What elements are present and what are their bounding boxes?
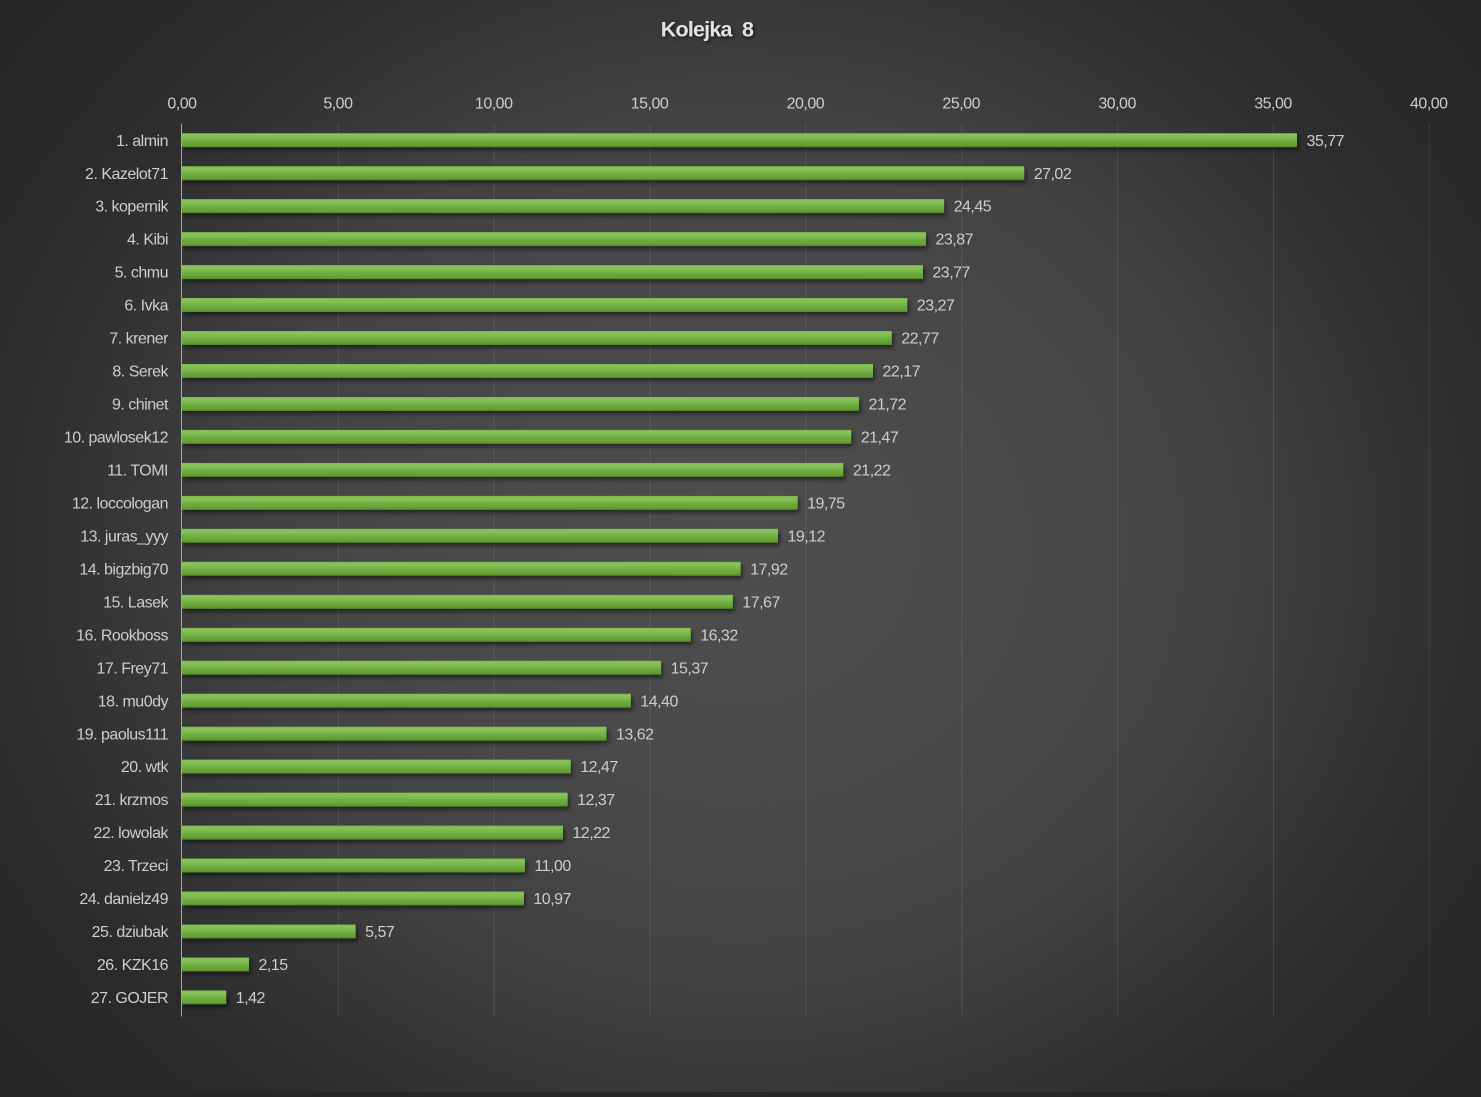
svg-text:40,00: 40,00: [1410, 96, 1448, 113]
svg-text:10,97: 10,97: [533, 891, 571, 908]
svg-text:12,22: 12,22: [572, 825, 610, 842]
svg-text:1,42: 1,42: [236, 990, 266, 1007]
svg-text:14,40: 14,40: [640, 693, 678, 710]
svg-text:20. wtk: 20. wtk: [121, 759, 170, 776]
svg-text:21,47: 21,47: [861, 430, 899, 447]
svg-text:27,02: 27,02: [1034, 166, 1072, 183]
svg-text:21,22: 21,22: [853, 463, 891, 480]
svg-text:10,00: 10,00: [475, 96, 513, 113]
svg-text:19,75: 19,75: [807, 496, 845, 513]
svg-text:22,17: 22,17: [883, 364, 921, 381]
svg-text:16. Rookboss: 16. Rookboss: [76, 627, 168, 644]
svg-text:30,00: 30,00: [1098, 96, 1136, 113]
svg-text:17. Frey71: 17. Frey71: [97, 660, 169, 677]
svg-text:15,00: 15,00: [631, 96, 669, 113]
svg-text:23. Trzeci: 23. Trzeci: [104, 858, 168, 875]
svg-text:13. juras_yyy: 13. juras_yyy: [80, 528, 168, 545]
svg-text:22. lowolak: 22. lowolak: [93, 825, 169, 842]
svg-text:15. Lasek: 15. Lasek: [103, 594, 169, 611]
svg-text:35,77: 35,77: [1307, 133, 1345, 150]
svg-text:23,77: 23,77: [932, 265, 970, 282]
svg-text:8. Serek: 8. Serek: [112, 364, 169, 381]
svg-text:14. bigzbig70: 14. bigzbig70: [79, 561, 168, 578]
svg-text:25. dziubak: 25. dziubak: [92, 924, 170, 941]
svg-text:17,92: 17,92: [750, 561, 788, 578]
svg-text:15,37: 15,37: [671, 660, 709, 677]
svg-text:12,47: 12,47: [580, 759, 618, 776]
svg-text:23,27: 23,27: [917, 298, 955, 315]
svg-text:5,57: 5,57: [365, 924, 395, 941]
svg-text:16,32: 16,32: [700, 627, 738, 644]
svg-text:7. krener: 7. krener: [109, 331, 169, 348]
svg-text:3. kopernik: 3. kopernik: [95, 199, 169, 216]
svg-text:21. krzmos: 21. krzmos: [95, 792, 169, 809]
svg-text:23,87: 23,87: [936, 232, 974, 249]
svg-text:27. GOJER: 27. GOJER: [91, 990, 168, 1007]
svg-text:12. loccologan: 12. loccologan: [72, 496, 168, 513]
svg-text:11,00: 11,00: [534, 858, 571, 875]
svg-text:21,72: 21,72: [869, 397, 907, 414]
svg-text:2. Kazelot71: 2. Kazelot71: [85, 166, 169, 183]
svg-text:24. danielz49: 24. danielz49: [79, 891, 168, 908]
svg-text:19. paolus111: 19. paolus111: [76, 726, 168, 743]
svg-text:9. chinet: 9. chinet: [112, 397, 169, 414]
svg-text:5,00: 5,00: [323, 96, 353, 113]
svg-text:18. mu0dy: 18. mu0dy: [98, 693, 169, 710]
svg-text:22,77: 22,77: [901, 331, 939, 348]
svg-text:19,12: 19,12: [788, 528, 826, 545]
svg-text:10. pawlosek12: 10. pawlosek12: [64, 430, 169, 447]
svg-text:11. TOMI: 11. TOMI: [107, 463, 168, 480]
svg-text:17,67: 17,67: [742, 594, 780, 611]
svg-text:Kolejka 8: Kolejka 8: [661, 18, 754, 42]
svg-text:35,00: 35,00: [1254, 96, 1292, 113]
svg-text:5. chmu: 5. chmu: [115, 265, 168, 282]
svg-text:25,00: 25,00: [942, 96, 980, 113]
svg-text:4. Kibi: 4. Kibi: [127, 232, 168, 249]
svg-text:24,45: 24,45: [954, 199, 992, 216]
svg-text:6. Ivka: 6. Ivka: [124, 298, 168, 315]
svg-text:13,62: 13,62: [616, 726, 654, 743]
svg-text:20,00: 20,00: [787, 96, 825, 113]
svg-text:26. KZK16: 26. KZK16: [97, 957, 169, 974]
svg-text:12,37: 12,37: [577, 792, 615, 809]
svg-text:2,15: 2,15: [259, 957, 289, 974]
svg-text:1. almin: 1. almin: [116, 133, 168, 150]
svg-text:0,00: 0,00: [167, 96, 197, 113]
